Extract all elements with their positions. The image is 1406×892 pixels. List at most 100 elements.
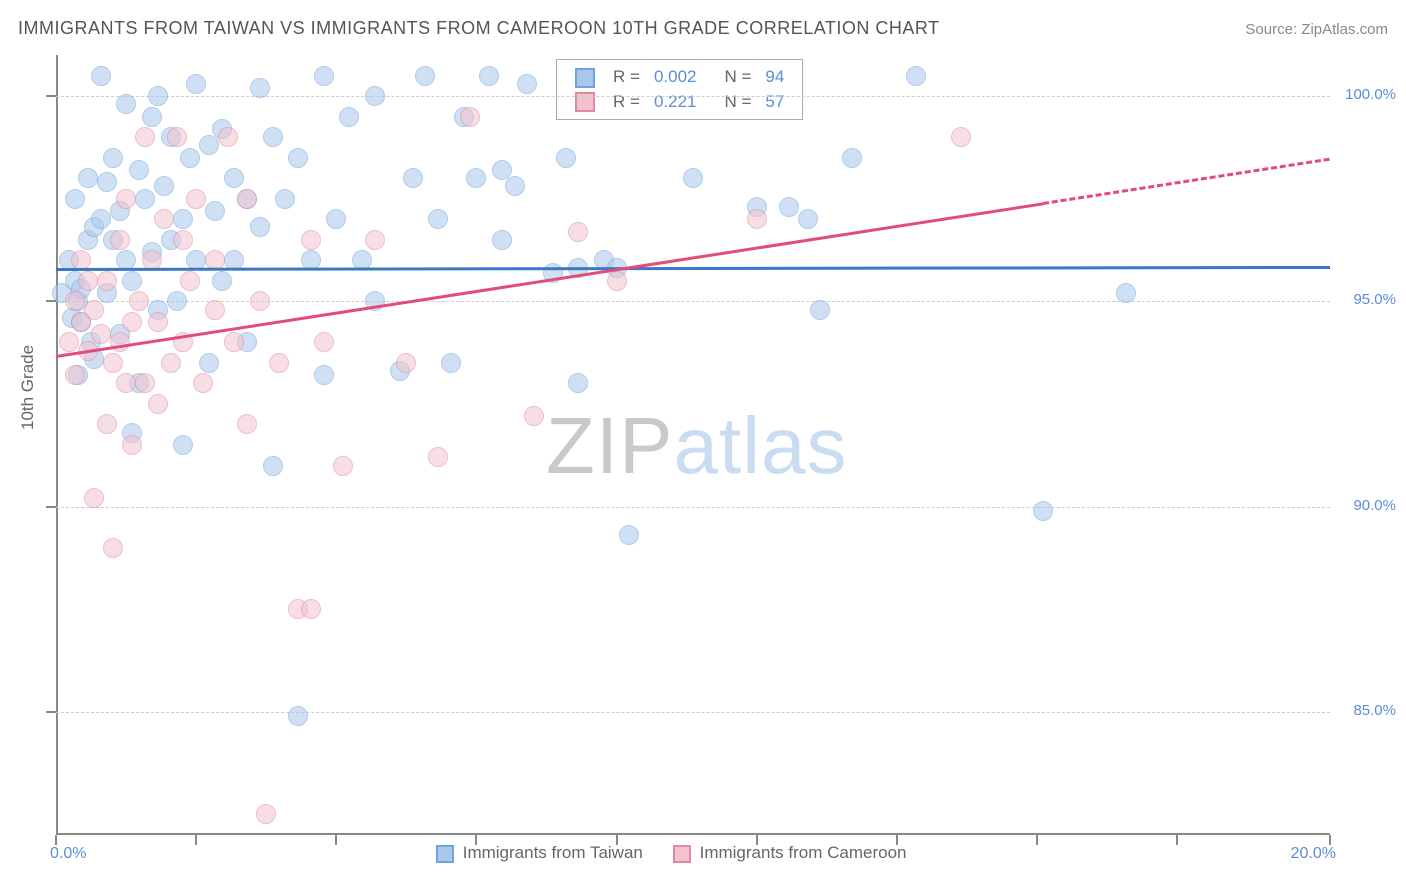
x-tick xyxy=(616,835,618,845)
data-point xyxy=(97,172,117,192)
data-point xyxy=(218,127,238,147)
data-point xyxy=(97,414,117,434)
x-start-label: 0.0% xyxy=(50,845,86,863)
x-tick xyxy=(1176,835,1178,845)
data-point xyxy=(84,488,104,508)
n-value-b: 57 xyxy=(759,91,790,114)
data-point xyxy=(205,300,225,320)
data-point xyxy=(810,300,830,320)
data-point xyxy=(619,525,639,545)
data-point xyxy=(263,456,283,476)
y-tick xyxy=(46,506,56,508)
data-point xyxy=(110,332,130,352)
data-point xyxy=(84,300,104,320)
data-point xyxy=(314,332,334,352)
data-point xyxy=(199,353,219,373)
data-point xyxy=(1116,283,1136,303)
data-point xyxy=(103,538,123,558)
data-point xyxy=(110,230,130,250)
data-point xyxy=(237,414,257,434)
data-point xyxy=(135,127,155,147)
r-value-b: 0.221 xyxy=(648,91,703,114)
data-point xyxy=(199,135,219,155)
x-tick xyxy=(1036,835,1038,845)
y-tick xyxy=(46,300,56,302)
x-tick xyxy=(475,835,477,845)
data-point xyxy=(173,230,193,250)
data-point xyxy=(269,353,289,373)
data-point xyxy=(116,94,136,114)
y-axis-line xyxy=(56,55,58,835)
data-point xyxy=(122,271,142,291)
data-point xyxy=(135,189,155,209)
data-point xyxy=(167,291,187,311)
data-point xyxy=(441,353,461,373)
data-point xyxy=(103,148,123,168)
data-point xyxy=(142,107,162,127)
data-point xyxy=(65,291,85,311)
n-value-a: 94 xyxy=(759,66,790,89)
data-point xyxy=(747,209,767,229)
data-point xyxy=(288,148,308,168)
data-point xyxy=(396,353,416,373)
source-label: Source: ZipAtlas.com xyxy=(1245,21,1388,38)
data-point xyxy=(951,127,971,147)
data-point xyxy=(505,176,525,196)
y-tick-label: 100.0% xyxy=(1345,86,1396,103)
x-tick xyxy=(55,835,57,845)
y-tick-label: 90.0% xyxy=(1353,497,1396,514)
data-point xyxy=(122,435,142,455)
data-point xyxy=(460,107,480,127)
data-point xyxy=(326,209,346,229)
data-point xyxy=(129,160,149,180)
gridline xyxy=(56,507,1330,508)
data-point xyxy=(78,271,98,291)
data-point xyxy=(479,66,499,86)
gridline xyxy=(56,96,1330,97)
x-tick xyxy=(1329,835,1331,845)
data-point xyxy=(122,312,142,332)
data-point xyxy=(301,230,321,250)
data-point xyxy=(193,373,213,393)
y-tick xyxy=(46,711,56,713)
y-axis-title: 10th Grade xyxy=(18,345,38,430)
data-point xyxy=(116,373,136,393)
data-point xyxy=(842,148,862,168)
data-point xyxy=(301,599,321,619)
data-point xyxy=(224,168,244,188)
data-point xyxy=(91,66,111,86)
x-tick xyxy=(896,835,898,845)
data-point xyxy=(275,189,295,209)
data-point xyxy=(365,86,385,106)
data-point xyxy=(517,74,537,94)
data-point xyxy=(237,189,257,209)
data-point xyxy=(250,78,270,98)
regression-line xyxy=(56,266,1330,271)
data-point xyxy=(365,230,385,250)
swatch-bottom-b xyxy=(673,845,691,863)
data-point xyxy=(212,271,232,291)
y-tick-label: 85.0% xyxy=(1353,702,1396,719)
data-point xyxy=(224,332,244,352)
data-point xyxy=(798,209,818,229)
data-point xyxy=(180,148,200,168)
data-point xyxy=(65,365,85,385)
data-point xyxy=(314,66,334,86)
data-point xyxy=(167,127,187,147)
data-point xyxy=(173,435,193,455)
data-point xyxy=(288,706,308,726)
data-point xyxy=(333,456,353,476)
data-point xyxy=(154,176,174,196)
x-tick xyxy=(756,835,758,845)
data-point xyxy=(906,66,926,86)
scatter-plot: ZIPatlas R = 0.002 N = 94 R = 0.221 N = … xyxy=(56,55,1330,835)
swatch-series-b xyxy=(575,92,595,112)
data-point xyxy=(186,189,206,209)
data-point xyxy=(415,66,435,86)
data-point xyxy=(250,291,270,311)
x-end-label: 20.0% xyxy=(1291,845,1336,863)
y-tick xyxy=(46,95,56,97)
data-point xyxy=(339,107,359,127)
series-legend: Immigrants from Taiwan Immigrants from C… xyxy=(436,843,907,863)
y-tick-label: 95.0% xyxy=(1353,291,1396,308)
